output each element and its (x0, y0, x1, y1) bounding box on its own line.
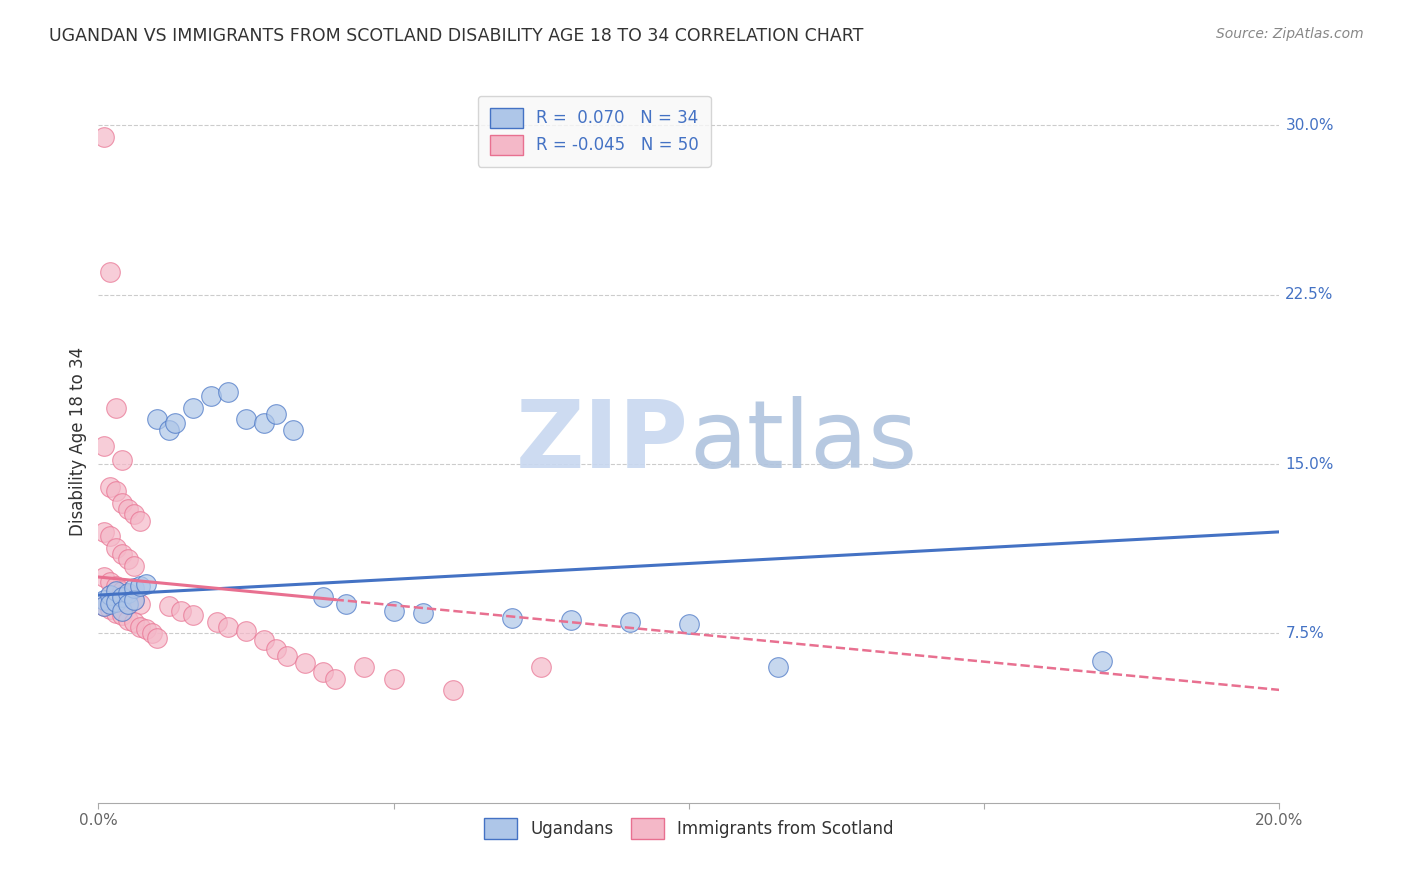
Point (157, 423, 180, 437)
Point (382, 604, 405, 618)
Point (98, 574, 121, 589)
Point (128, 620, 150, 634)
Point (560, 613, 582, 627)
Legend: Ugandans, Immigrants from Scotland: Ugandans, Immigrants from Scotland (474, 808, 904, 848)
Point (98, 480, 121, 494)
Point (117, 586, 139, 600)
Point (530, 660, 553, 674)
Point (105, 579, 128, 593)
Text: Source: ZipAtlas.com: Source: ZipAtlas.com (1216, 27, 1364, 41)
Point (111, 452, 134, 467)
Point (766, 660, 789, 674)
Point (122, 592, 145, 607)
Point (146, 631, 169, 645)
Text: UGANDAN VS IMMIGRANTS FROM SCOTLAND DISABILITY AGE 18 TO 34 CORRELATION CHART: UGANDAN VS IMMIGRANTS FROM SCOTLAND DISA… (49, 27, 863, 45)
Point (98, 265, 121, 279)
Point (111, 548, 134, 562)
Point (105, 595, 128, 609)
Point (253, 633, 276, 648)
Point (412, 606, 434, 620)
Text: atlas: atlas (689, 395, 917, 488)
Point (117, 552, 139, 566)
Point (264, 408, 287, 422)
Point (619, 615, 641, 630)
Text: 7.5%: 7.5% (1285, 626, 1324, 641)
Point (93, 570, 115, 584)
Point (93, 129, 115, 144)
Point (122, 507, 145, 521)
Point (105, 583, 128, 598)
Point (217, 384, 239, 399)
Point (170, 604, 193, 618)
Point (128, 514, 150, 528)
Point (135, 622, 157, 636)
Point (111, 495, 134, 509)
Point (117, 597, 139, 611)
Text: 30.0%: 30.0% (1285, 118, 1334, 133)
Point (312, 591, 335, 605)
Point (165, 417, 187, 431)
Point (264, 642, 287, 657)
Point (1091, 654, 1114, 668)
Point (122, 615, 145, 630)
Point (157, 599, 180, 614)
Point (128, 579, 150, 593)
Point (117, 502, 139, 516)
Point (122, 582, 145, 596)
Point (98, 588, 121, 602)
Point (128, 597, 150, 611)
Point (323, 672, 346, 686)
Point (98, 597, 121, 611)
Point (93, 592, 115, 607)
Point (93, 599, 115, 614)
Point (141, 626, 163, 640)
Point (111, 608, 134, 623)
Text: 15.0%: 15.0% (1285, 457, 1334, 472)
Point (98, 529, 121, 543)
Text: ZIP: ZIP (516, 395, 689, 488)
Point (253, 417, 276, 431)
Point (217, 620, 239, 634)
Point (93, 599, 115, 614)
Point (312, 665, 335, 679)
Point (205, 615, 228, 630)
Point (135, 576, 157, 591)
Point (200, 389, 222, 403)
Point (111, 583, 134, 598)
Point (181, 401, 204, 415)
Point (678, 617, 700, 632)
Point (181, 608, 204, 623)
Point (146, 412, 169, 426)
Point (111, 591, 134, 605)
Point (111, 604, 134, 618)
Point (353, 660, 375, 674)
Text: 22.5%: 22.5% (1285, 287, 1334, 302)
Point (93, 524, 115, 539)
Point (441, 682, 464, 697)
Point (122, 592, 145, 607)
Point (105, 484, 128, 499)
Point (382, 672, 405, 686)
Point (235, 624, 257, 639)
Point (294, 656, 316, 670)
Y-axis label: Disability Age 18 to 34: Disability Age 18 to 34 (69, 347, 87, 536)
Point (117, 613, 139, 627)
Point (276, 648, 298, 663)
Point (122, 558, 145, 573)
Point (105, 401, 128, 415)
Point (105, 606, 128, 620)
Point (501, 610, 523, 624)
Point (105, 541, 128, 555)
Point (98, 601, 121, 615)
Point (283, 423, 305, 437)
Point (117, 588, 139, 602)
Point (235, 412, 257, 426)
Point (335, 597, 357, 611)
Point (93, 439, 115, 453)
